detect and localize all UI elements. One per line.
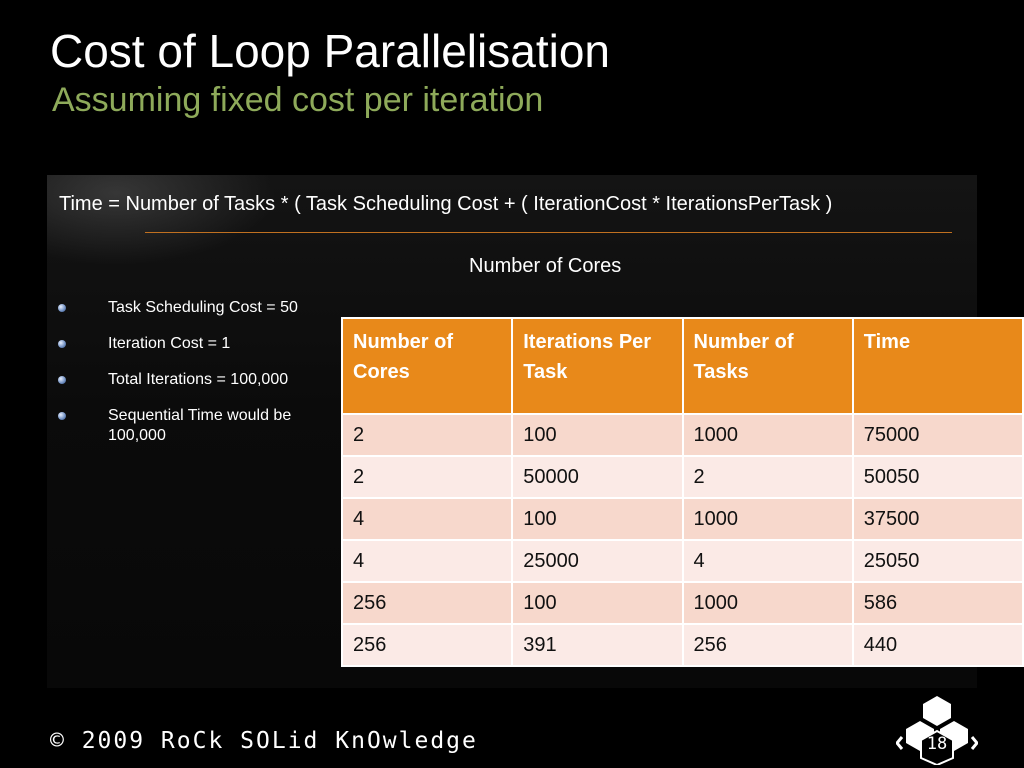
table-cell: 25000: [511, 539, 684, 583]
bullet-item: Sequential Time would be 100,000: [58, 406, 338, 446]
column-header-tasks: Number of Tasks: [681, 317, 854, 415]
column-header-iterations: Iterations Per Task: [511, 317, 684, 415]
column-header-cores: Number of Cores: [340, 317, 514, 415]
table-cell: 2: [340, 413, 514, 457]
table-row: 256 391 256 440: [340, 623, 1024, 667]
table-cell: 4: [340, 539, 514, 583]
table-cell: 2: [681, 455, 854, 499]
bullet-dot-icon: [58, 340, 66, 348]
bullet-text: Sequential Time would be 100,000: [108, 407, 292, 444]
cost-table: Number of Cores Iterations Per Task Numb…: [340, 317, 1024, 667]
table-cell: 50000: [511, 455, 684, 499]
bullet-text: Task Scheduling Cost = 50: [108, 299, 298, 316]
table-row: 4 25000 4 25050: [340, 539, 1024, 583]
formula-divider: [145, 232, 952, 233]
table-cell: 391: [511, 623, 684, 667]
bullet-text: Iteration Cost = 1: [108, 335, 231, 352]
table-row: 2 50000 2 50050: [340, 455, 1024, 499]
bullet-list: Task Scheduling Cost = 50 Iteration Cost…: [58, 298, 338, 462]
table-cell: 50050: [851, 455, 1024, 499]
cores-heading: Number of Cores: [469, 255, 622, 277]
table-cell: 256: [681, 623, 854, 667]
table-cell: 100: [511, 497, 684, 541]
table-row: 256 100 1000 586: [340, 581, 1024, 625]
hexagon-logo-icon: [896, 696, 978, 765]
page-number: 18: [926, 734, 948, 754]
table-cell: 100: [511, 581, 684, 625]
bullet-dot-icon: [58, 376, 66, 384]
table-cell: 440: [851, 623, 1024, 667]
table-cell: 75000: [851, 413, 1024, 457]
bullet-text: Total Iterations = 100,000: [108, 371, 289, 388]
table-cell: 1000: [681, 413, 854, 457]
footer-copyright: © 2009 RoCk SOLid KnOwledge: [50, 728, 478, 754]
panel-highlight: [47, 175, 277, 265]
bullet-item: Iteration Cost = 1: [58, 334, 338, 354]
table-cell: 256: [340, 623, 514, 667]
table-cell: 2: [340, 455, 514, 499]
formula-text: Time = Number of Tasks * ( Task Scheduli…: [59, 193, 833, 215]
table-cell: 1000: [681, 581, 854, 625]
slide-subtitle: Assuming fixed cost per iteration: [52, 81, 544, 119]
table-cell: 25050: [851, 539, 1024, 583]
bullet-item: Total Iterations = 100,000: [58, 370, 338, 390]
table-header-row: Number of Cores Iterations Per Task Numb…: [340, 317, 1024, 415]
table-row: 4 100 1000 37500: [340, 497, 1024, 541]
bullet-item: Task Scheduling Cost = 50: [58, 298, 338, 318]
column-header-time: Time: [851, 317, 1024, 415]
bullet-dot-icon: [58, 304, 66, 312]
table-cell: 37500: [851, 497, 1024, 541]
table-cell: 4: [340, 497, 514, 541]
table-cell: 1000: [681, 497, 854, 541]
table-cell: 586: [851, 581, 1024, 625]
bullet-dot-icon: [58, 412, 66, 420]
table-cell: 100: [511, 413, 684, 457]
table-cell: 256: [340, 581, 514, 625]
table-cell: 4: [681, 539, 854, 583]
table-row: 2 100 1000 75000: [340, 413, 1024, 457]
slide-title: Cost of Loop Parallelisation: [50, 25, 610, 77]
